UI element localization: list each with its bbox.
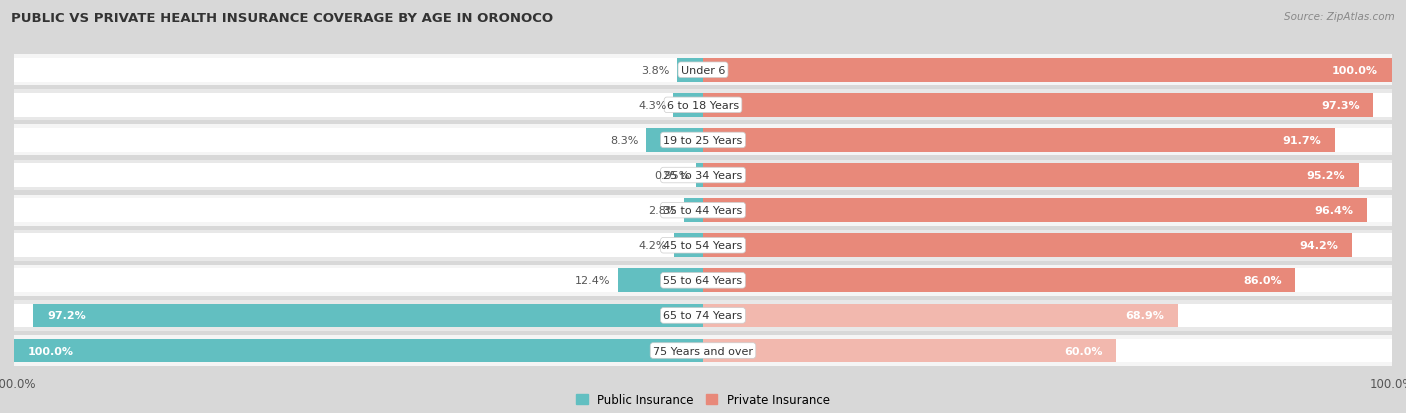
Bar [14, 230, 1392, 261]
Bar [14, 55, 1392, 86]
Bar [14, 129, 1392, 152]
Bar [703, 234, 1353, 258]
Bar [34, 304, 703, 328]
Bar [14, 94, 1392, 117]
Text: 75 Years and over: 75 Years and over [652, 346, 754, 356]
Bar [14, 199, 1392, 223]
Text: 45 to 54 Years: 45 to 54 Years [664, 241, 742, 251]
Text: 6 to 18 Years: 6 to 18 Years [666, 101, 740, 111]
Text: 94.2%: 94.2% [1299, 241, 1339, 251]
Text: Under 6: Under 6 [681, 66, 725, 76]
Bar [14, 335, 1392, 366]
Bar [14, 160, 1392, 191]
Text: 65 to 74 Years: 65 to 74 Years [664, 311, 742, 320]
Text: 60.0%: 60.0% [1064, 346, 1102, 356]
Bar [673, 234, 703, 258]
Bar [14, 234, 1392, 258]
Legend: Public Insurance, Private Insurance: Public Insurance, Private Insurance [571, 389, 835, 411]
Bar [703, 129, 1334, 152]
Bar [14, 265, 1392, 296]
Text: 96.4%: 96.4% [1315, 206, 1354, 216]
Text: 4.2%: 4.2% [638, 241, 668, 251]
Bar [617, 269, 703, 292]
Text: Source: ZipAtlas.com: Source: ZipAtlas.com [1284, 12, 1395, 22]
Text: 12.4%: 12.4% [575, 275, 610, 286]
Text: 3.8%: 3.8% [641, 66, 669, 76]
Text: 91.7%: 91.7% [1282, 135, 1322, 146]
Bar [696, 164, 703, 188]
Text: 8.3%: 8.3% [610, 135, 638, 146]
Bar [14, 339, 1392, 363]
Bar [14, 59, 1392, 83]
Text: 100.0%: 100.0% [1331, 66, 1378, 76]
Bar [703, 304, 1178, 328]
Bar [14, 300, 1392, 331]
Bar [683, 199, 703, 223]
Bar [14, 269, 1392, 292]
Text: 55 to 64 Years: 55 to 64 Years [664, 275, 742, 286]
Text: 86.0%: 86.0% [1243, 275, 1282, 286]
Text: 100.0%: 100.0% [28, 346, 75, 356]
Text: 97.2%: 97.2% [48, 311, 86, 320]
Text: 95.2%: 95.2% [1306, 171, 1346, 180]
Bar [703, 164, 1358, 188]
Bar [14, 304, 1392, 328]
Bar [14, 90, 1392, 121]
Text: 0.95%: 0.95% [654, 171, 689, 180]
Bar [673, 94, 703, 117]
Text: 68.9%: 68.9% [1125, 311, 1164, 320]
Text: PUBLIC VS PRIVATE HEALTH INSURANCE COVERAGE BY AGE IN ORONOCO: PUBLIC VS PRIVATE HEALTH INSURANCE COVER… [11, 12, 554, 25]
Bar [14, 339, 703, 363]
Bar [703, 339, 1116, 363]
Bar [703, 94, 1374, 117]
Text: 19 to 25 Years: 19 to 25 Years [664, 135, 742, 146]
Bar [676, 59, 703, 83]
Text: 25 to 34 Years: 25 to 34 Years [664, 171, 742, 180]
Text: 2.8%: 2.8% [648, 206, 676, 216]
Bar [645, 129, 703, 152]
Bar [703, 199, 1367, 223]
Bar [14, 125, 1392, 156]
Bar [14, 195, 1392, 226]
Bar [14, 164, 1392, 188]
Text: 97.3%: 97.3% [1320, 101, 1360, 111]
Text: 4.3%: 4.3% [638, 101, 666, 111]
Bar [703, 269, 1295, 292]
Text: 35 to 44 Years: 35 to 44 Years [664, 206, 742, 216]
Bar [703, 59, 1392, 83]
